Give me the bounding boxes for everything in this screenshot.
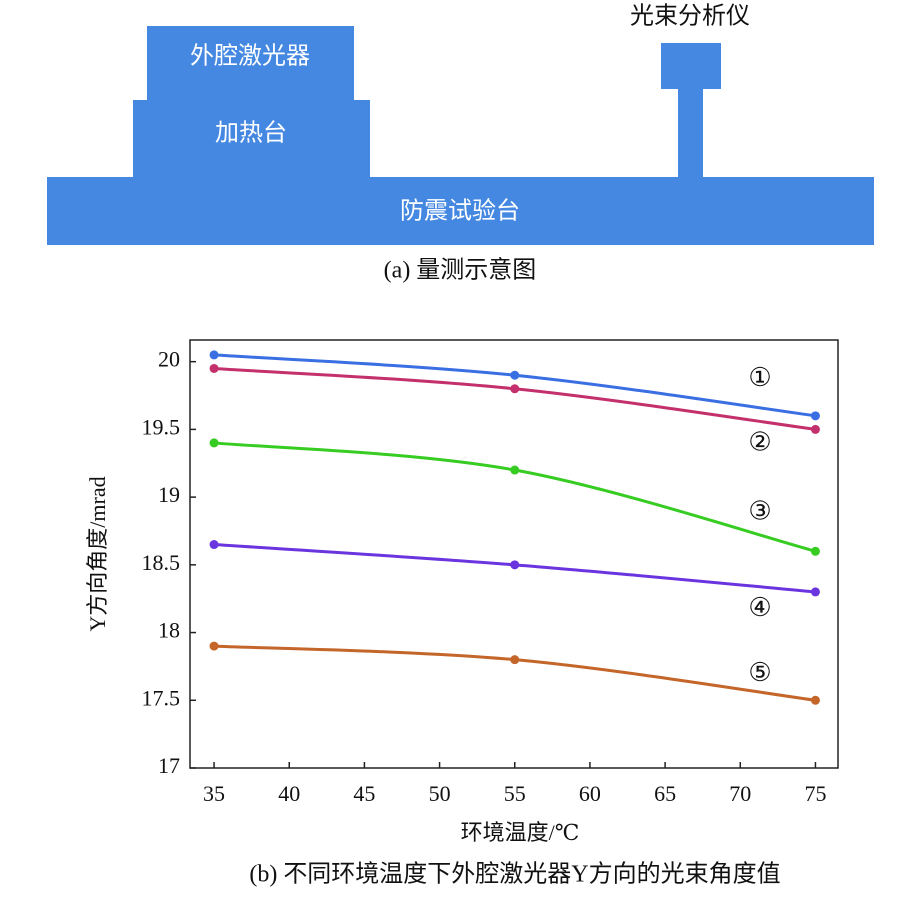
data-point xyxy=(510,655,520,665)
diagram: 外腔激光器 加热台 防震试验台 光束分析仪 (a) 量测示意图 xyxy=(47,3,874,284)
y-tick-label: 19 xyxy=(158,482,180,507)
series-line xyxy=(213,441,816,553)
x-tick-label: 35 xyxy=(203,781,225,806)
y-tick-label: 17.5 xyxy=(142,685,181,710)
x-axis-label: 环境温度/℃ xyxy=(461,820,580,845)
x-tick-label: 65 xyxy=(654,781,676,806)
analyzer-head xyxy=(661,43,721,89)
y-axis-label: Y方向角度/mrad xyxy=(85,476,110,631)
caption-b: (b) 不同环境温度下外腔激光器Y方向的光束角度值 xyxy=(249,861,780,888)
x-tick-label: 50 xyxy=(429,781,451,806)
x-tick-label: 45 xyxy=(353,781,375,806)
laser-box xyxy=(147,26,354,102)
data-point xyxy=(209,540,219,550)
table-label: 防震试验台 xyxy=(400,198,520,225)
plot-frame xyxy=(189,339,839,769)
series-label: ② xyxy=(748,427,771,456)
x-tick-label: 60 xyxy=(579,781,601,806)
y-tick-label: 18 xyxy=(158,618,180,643)
x-tick-label: 40 xyxy=(278,781,300,806)
laser-label: 外腔激光器 xyxy=(190,43,310,70)
chart: 环境温度/℃ Y方向角度/mrad (b) 不同环境温度下外腔激光器Y方向的光束… xyxy=(85,339,839,888)
analyzer-label: 光束分析仪 xyxy=(630,3,750,30)
data-point xyxy=(209,363,219,373)
heater-label: 加热台 xyxy=(215,120,287,147)
y-tick-label: 18.5 xyxy=(142,550,181,575)
heater-box xyxy=(133,100,370,178)
analyzer-stem xyxy=(678,88,703,178)
data-point xyxy=(510,560,520,570)
data-point xyxy=(810,695,820,705)
x-tick-label: 75 xyxy=(804,781,826,806)
y-tick-label: 17 xyxy=(158,753,180,778)
data-point xyxy=(810,546,820,556)
y-tick-label: 20 xyxy=(158,347,180,372)
data-point xyxy=(510,384,520,394)
data-point xyxy=(510,465,520,475)
caption-a: (a) 量测示意图 xyxy=(384,257,537,284)
series-line xyxy=(213,644,816,702)
series-label: ① xyxy=(748,363,771,392)
data-point xyxy=(810,424,820,434)
data-point xyxy=(510,370,520,380)
data-point xyxy=(209,438,219,448)
data-point xyxy=(209,641,219,651)
y-tick-label: 19.5 xyxy=(142,414,181,439)
data-point xyxy=(810,411,820,421)
x-tick-label: 55 xyxy=(504,781,526,806)
data-point xyxy=(209,350,219,360)
series-label: ⑤ xyxy=(748,658,771,687)
series-label: ④ xyxy=(748,593,771,622)
table-box xyxy=(47,177,874,245)
data-point xyxy=(810,587,820,597)
x-tick-label: 70 xyxy=(729,781,751,806)
series-label: ③ xyxy=(748,496,771,525)
